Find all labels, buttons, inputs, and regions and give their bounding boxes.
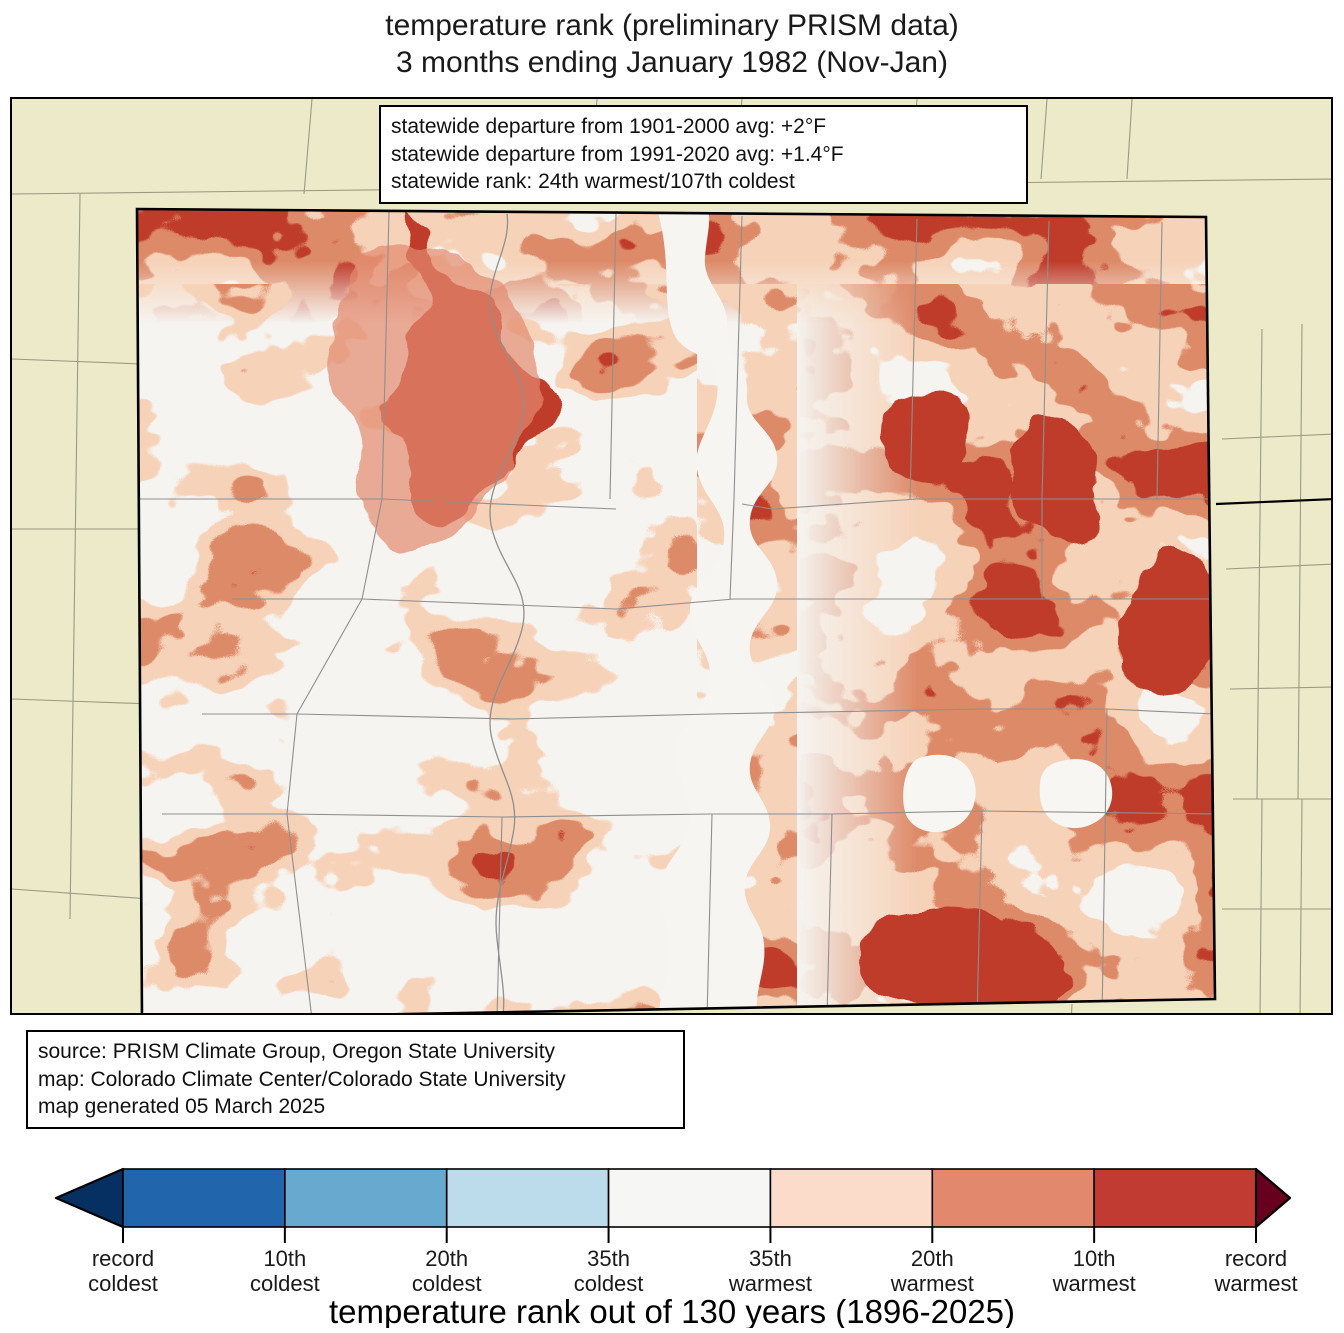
- svg-text:35th: 35th: [587, 1246, 630, 1271]
- svg-text:20th: 20th: [425, 1246, 468, 1271]
- svg-text:20th: 20th: [911, 1246, 954, 1271]
- svg-text:temperature rank out of 130 ye: temperature rank out of 130 years (1896-…: [329, 1293, 1015, 1328]
- svg-text:coldest: coldest: [250, 1271, 320, 1296]
- svg-text:record: record: [1225, 1246, 1287, 1271]
- svg-text:coldest: coldest: [88, 1271, 158, 1296]
- svg-text:35th: 35th: [749, 1246, 792, 1271]
- svg-text:warmest: warmest: [1213, 1271, 1297, 1296]
- svg-text:record: record: [92, 1246, 154, 1271]
- svg-text:10th: 10th: [263, 1246, 306, 1271]
- svg-text:10th: 10th: [1073, 1246, 1116, 1271]
- svg-text:warmest: warmest: [1052, 1271, 1136, 1296]
